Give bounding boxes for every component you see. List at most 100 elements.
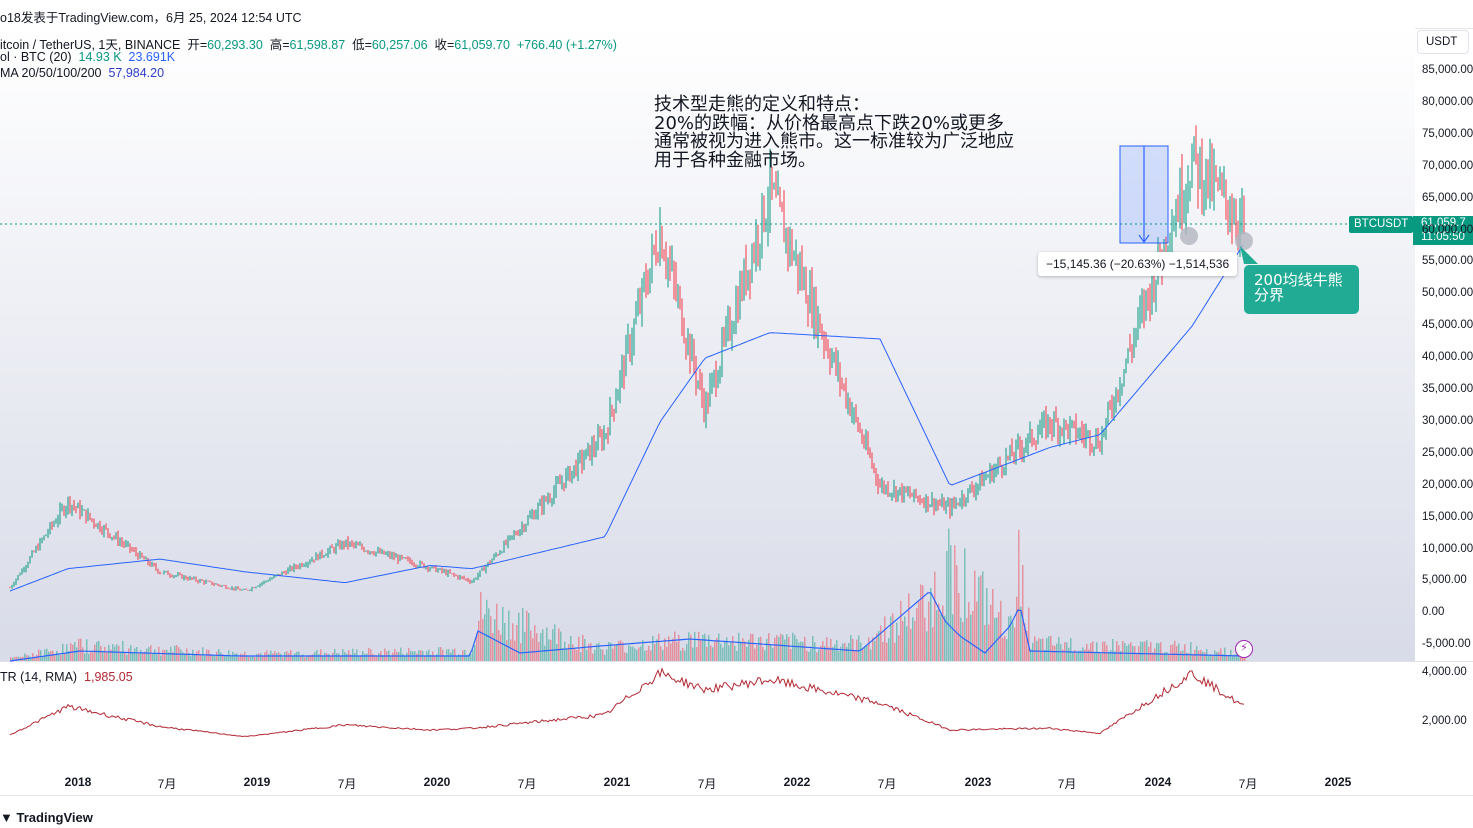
volume-bar [340,655,342,661]
volume-bar [1142,641,1144,661]
volume-bar [1052,645,1054,661]
marker-circle [1180,227,1198,245]
volume-bar [72,644,74,661]
legend-atr[interactable]: TR (14, RMA) 1,985.05 [0,670,133,684]
volume-bar [86,639,88,661]
volume-bar [642,639,644,661]
volume-bar [932,627,934,661]
volume-bar [318,653,320,661]
volume-bar [912,617,914,661]
volume-bar [474,645,476,661]
legend-symbol[interactable]: itcoin / TetherUS, 1天, BINANCE 开=60,293.… [0,34,617,53]
volume-bar [992,588,994,661]
volume-bar [930,587,932,661]
volume-bar [1234,654,1236,661]
volume-bar [46,648,48,661]
volume-bar [736,650,738,661]
volume-bar [1110,650,1112,661]
volume-bar [358,655,360,661]
legend-ma[interactable]: MA 20/50/100/200 57,984.20 [0,66,164,80]
volume-bar [924,617,926,661]
volume-bar [894,642,896,661]
volume-bar [1198,650,1200,661]
currency-button[interactable]: USDT [1417,30,1469,54]
volume-bar [446,649,448,661]
volume-bar [256,654,258,661]
chart-canvas[interactable] [0,28,1473,793]
volume-bar [734,645,736,661]
volume-bar [252,656,254,661]
volume-bar [1022,565,1024,661]
volume-bar [708,635,710,661]
volume-bar [1020,606,1022,661]
volume-bar [448,649,450,661]
ma-note-callout[interactable]: 200均线牛熊 分界 [1244,265,1359,314]
volume-bar [654,643,656,661]
volume-bar [236,653,238,661]
volume-bar [580,652,582,661]
volume-bar [948,528,950,661]
volume-bar [824,646,826,661]
volume-bar [1108,651,1110,661]
legend-volume[interactable]: ol · BTC (20) 14.93 K 23.691K [0,50,175,64]
price-tick: 40,000.00 [1422,351,1473,364]
volume-bar [162,649,164,661]
volume-bar [676,642,678,661]
measure-tool[interactable] [1119,145,1169,244]
volume-bar [470,653,472,661]
volume-bar [868,637,870,661]
volume-bar [430,655,432,661]
open-value: 60,293.30 [207,38,263,52]
price-tick: 80,000.00 [1422,95,1473,108]
volume-bar [616,644,618,661]
volume-bar [774,637,776,661]
volume-bar [1122,640,1124,661]
volume-bar [1210,654,1212,661]
volume-bar [804,636,806,661]
chart-area[interactable]: itcoin / TetherUS, 1天, BINANCE 开=60,293.… [0,28,1473,793]
change-value: +766.40 (+1.27%) [516,38,617,52]
marker-circle [1235,232,1253,250]
atr-value: 1,985.05 [84,670,133,684]
volume-bar [220,652,222,661]
volume-bar [434,656,436,661]
volume-bar [730,642,732,661]
volume-bar [906,626,908,661]
volume-bar [332,652,334,661]
volume-bar [1072,652,1074,661]
volume-bar [842,643,844,661]
last-price-value: 61,059.7 [1421,217,1466,229]
volume-bar [1026,630,1028,661]
volume-bar [1094,653,1096,661]
volume-bar [1088,649,1090,661]
volume-bar [68,651,70,661]
volume-bar [768,633,770,661]
volume-bar [1160,642,1162,661]
text-annotation[interactable]: 技术型走熊的定义和特点： 20%的跌幅：从价格最高点下跌20%或更多 通常被视为… [654,95,1014,170]
volume-bar [428,649,430,661]
volume-bar [976,601,978,661]
volume-bar [812,636,814,661]
volume-bar [156,654,158,661]
volume-bar [830,638,832,661]
volume-bar [522,608,524,661]
tradingview-logo[interactable]: ▼ TradingView [0,810,93,825]
volume-bar [1054,645,1056,661]
volume-bar [368,648,370,661]
price-tick: 70,000.00 [1422,159,1473,172]
volume-bar [770,644,772,661]
volume-bar [1140,641,1142,661]
volume-bar [1196,646,1198,661]
volume-bar [1224,647,1226,661]
lightning-icon[interactable]: ⚡ [1235,640,1253,658]
price-tick: 0.00 [1422,606,1445,619]
volume-bar [1058,636,1060,661]
volume-bar [1226,654,1228,661]
volume-bar [880,625,882,661]
volume-bar [972,610,974,661]
volume-bar [490,616,492,661]
volume-bar [264,652,266,661]
volume-bar [832,647,834,661]
volume-bar [234,653,236,661]
atr-label: TR (14, RMA) [0,670,78,684]
